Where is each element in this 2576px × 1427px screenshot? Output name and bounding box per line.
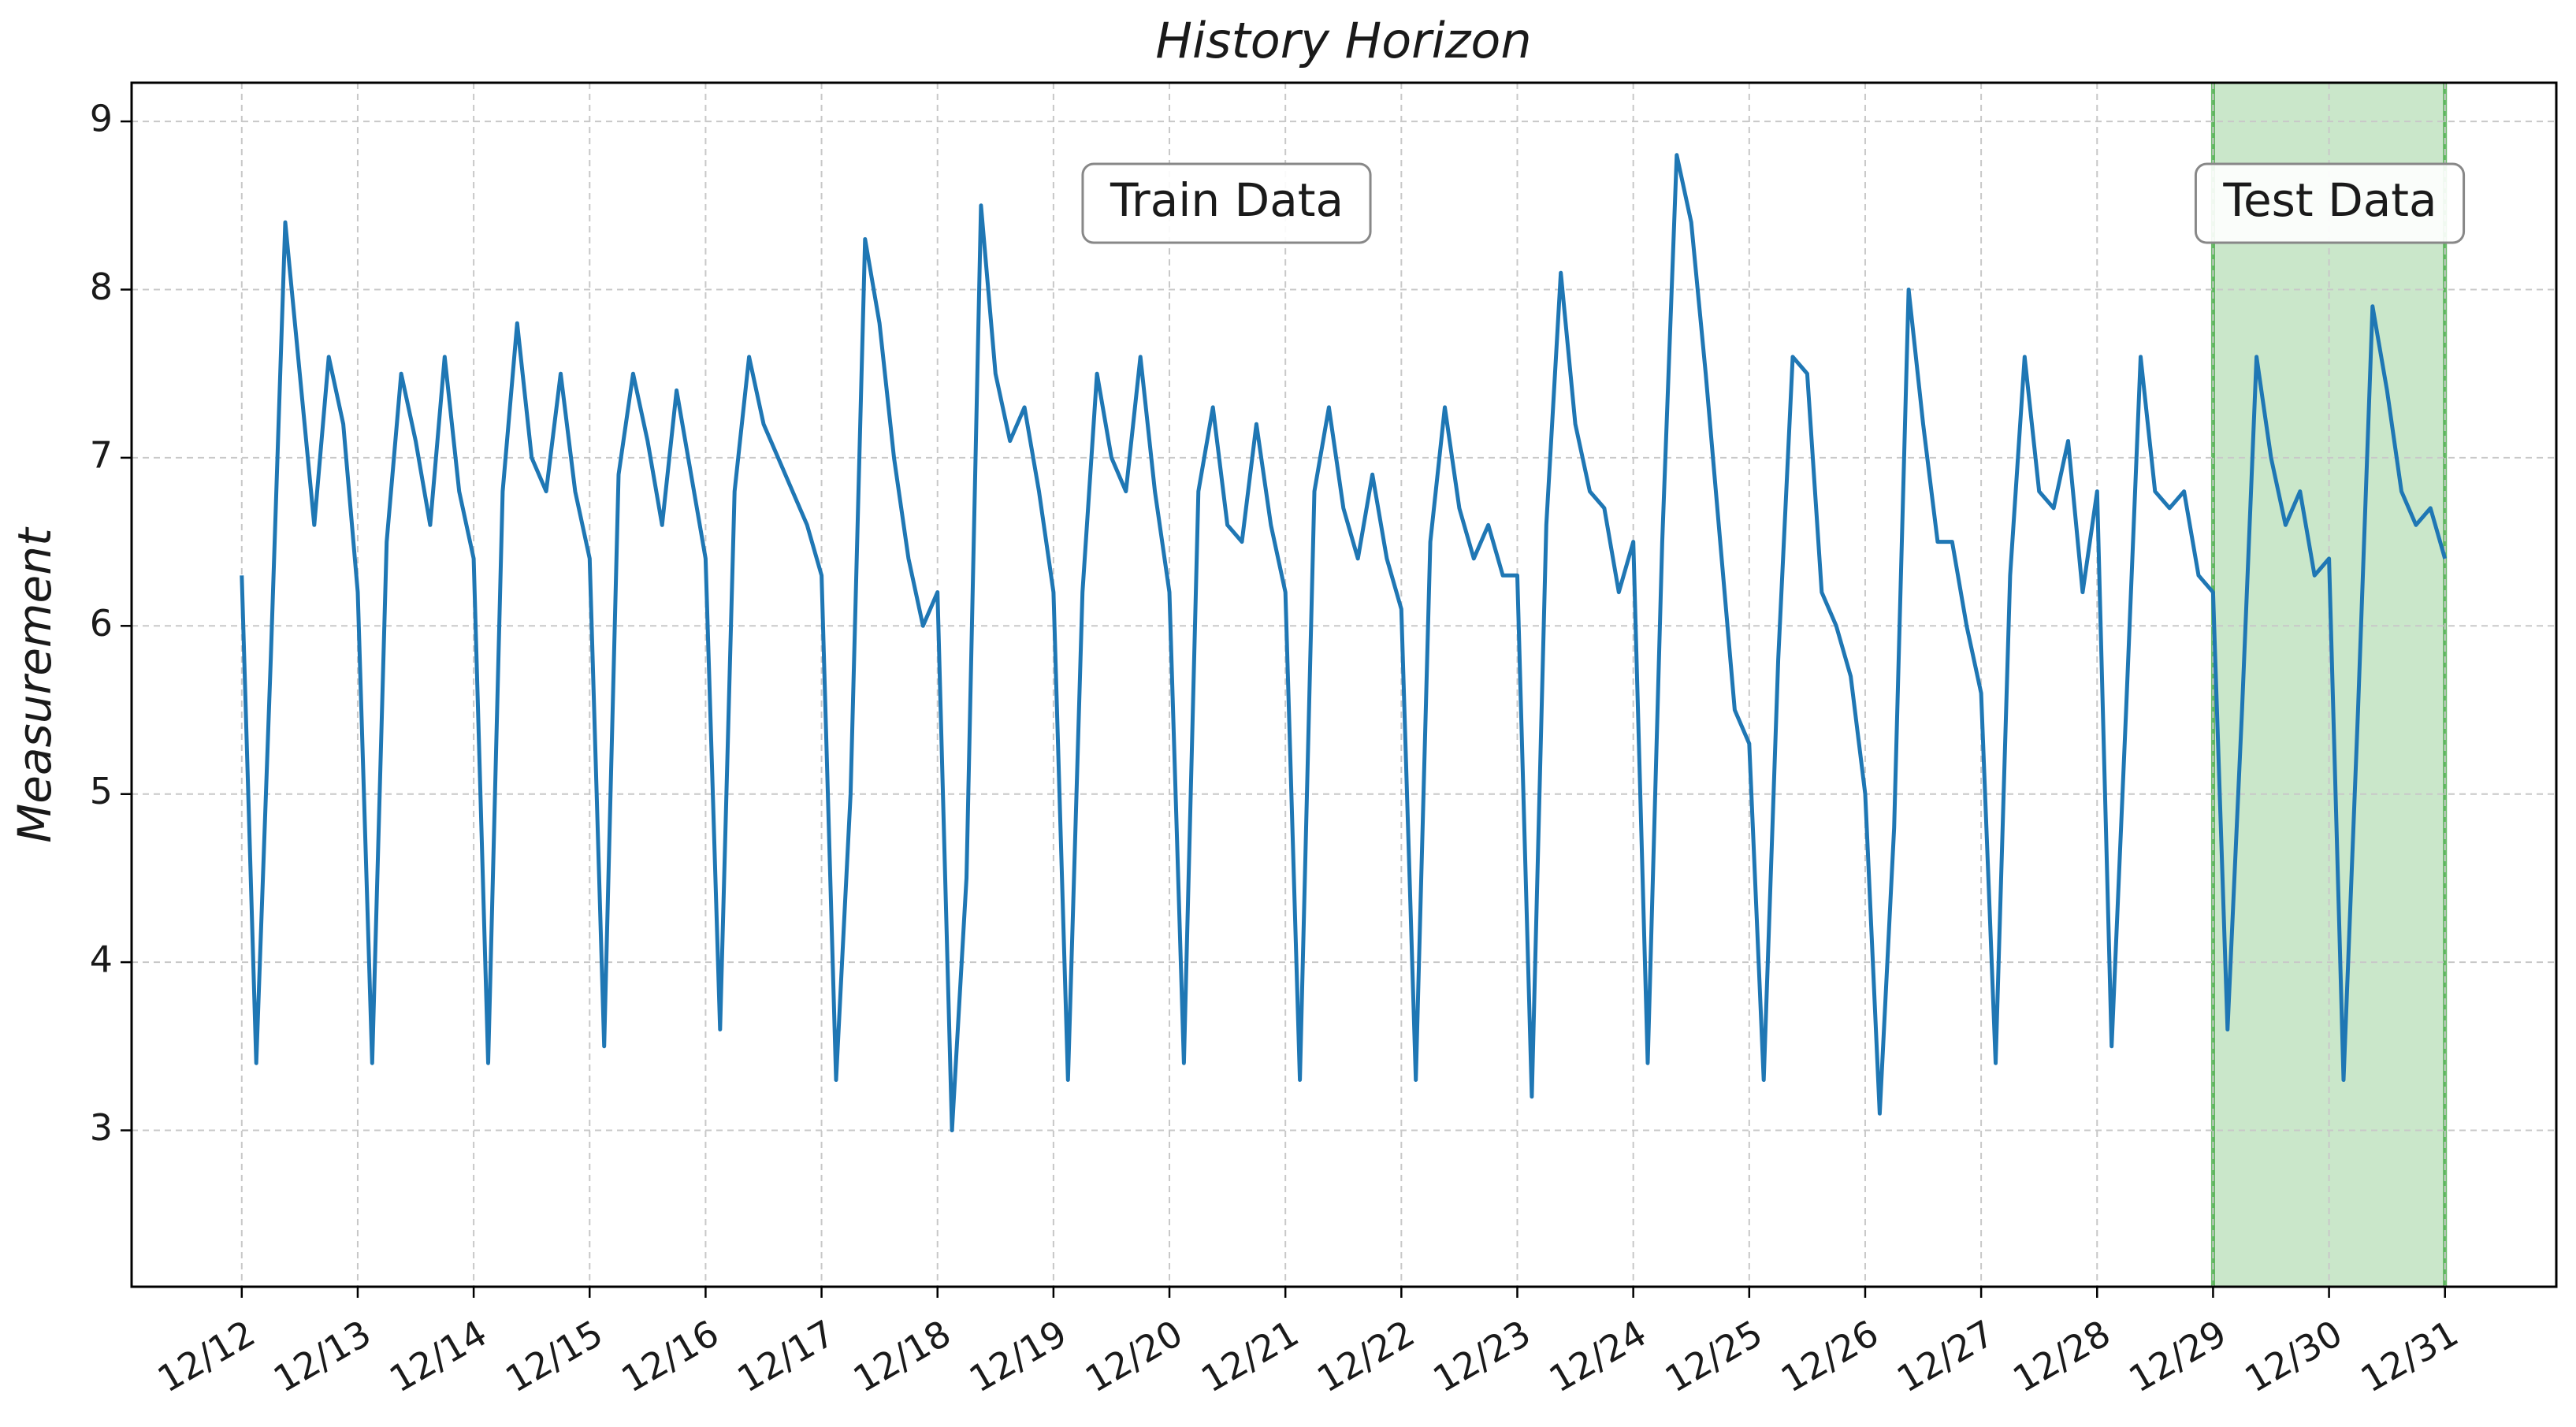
x-tick-label: 12/25 [1658,1312,1770,1401]
x-tick-label: 12/27 [1890,1312,2002,1401]
x-tick-label: 12/31 [2354,1312,2466,1401]
x-tick-label: 12/16 [614,1312,726,1401]
annotation-box [1081,162,1372,244]
x-tick-label: 12/24 [1542,1312,1654,1401]
y-tick-label: 4 [90,938,113,981]
y-tick-label: 6 [90,602,113,645]
x-tick-label: 12/26 [1774,1312,1886,1401]
annotation-text: Train Data [1110,173,1344,227]
annotation-box [2194,162,2466,244]
x-tick-label: 12/17 [730,1312,842,1401]
chart-title: History Horizon [1155,12,1531,69]
y-tick-label: 5 [90,770,113,812]
y-tick-label: 7 [90,433,113,476]
annotation: Test Data [2194,162,2466,244]
x-tick-label: 12/14 [382,1312,494,1401]
x-tick-label: 12/13 [266,1312,378,1401]
x-tick-label: 12/18 [846,1312,958,1401]
x-tick-label: 12/12 [151,1312,262,1401]
y-tick-label: 8 [90,266,113,308]
x-tick-label: 12/28 [2005,1312,2117,1401]
y-tick-label: 3 [90,1106,113,1149]
x-tick-label: 12/22 [1310,1312,1422,1401]
plot-frame [130,81,2558,1288]
data-line [240,153,2448,1132]
y-axis-label: Measurement [8,526,61,843]
x-tick-label: 12/29 [2121,1312,2233,1401]
x-tick-label: 12/30 [2238,1312,2350,1401]
annotation: Train Data [1081,162,1372,244]
y-tick-label: 9 [90,98,113,140]
x-tick-label: 12/20 [1078,1312,1190,1401]
x-tick-label: 12/23 [1426,1312,1537,1401]
annotation-text: Test Data [2222,173,2437,227]
x-tick-label: 12/21 [1194,1312,1306,1401]
x-tick-label: 12/19 [962,1312,1074,1401]
x-tick-label: 12/15 [498,1312,610,1401]
